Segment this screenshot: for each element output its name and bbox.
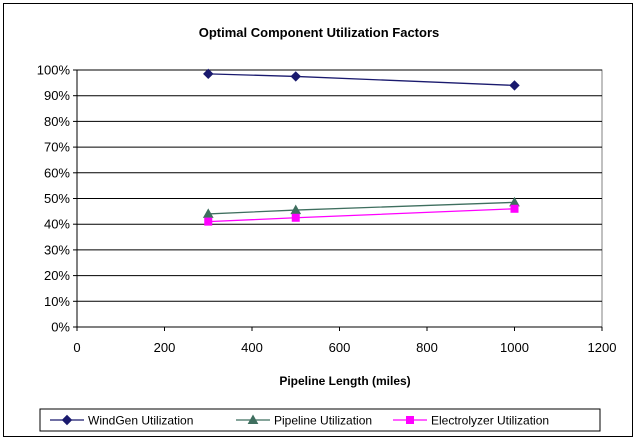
y-tick-label: 80% <box>44 114 70 129</box>
legend-marker <box>247 414 259 424</box>
y-tick-label: 60% <box>44 165 70 180</box>
x-tick-label: 800 <box>416 340 438 355</box>
axes <box>73 69 603 331</box>
legend-marker <box>406 416 414 424</box>
x-axis-label: Pipeline Length (miles) <box>279 374 410 388</box>
chart-title: Optimal Component Utilization Factors <box>199 25 440 40</box>
data-point <box>510 204 519 213</box>
y-tick-label: 100% <box>37 63 71 78</box>
x-tick-label: 400 <box>241 340 263 355</box>
x-tick-label: 200 <box>154 340 176 355</box>
legend-marker <box>61 414 73 426</box>
data-point <box>203 68 214 80</box>
y-tick-label: 90% <box>44 88 70 103</box>
data-point <box>509 80 520 91</box>
x-tick-label: 0 <box>73 340 80 355</box>
y-tick-label: 20% <box>44 268 70 283</box>
x-tick-label: 600 <box>329 340 351 355</box>
data-point <box>291 213 300 222</box>
legend-entry: Electrolyzer Utilization <box>393 414 549 428</box>
series-2 <box>204 204 519 226</box>
y-tick-label: 10% <box>44 294 70 309</box>
y-tick-label: 30% <box>44 242 70 257</box>
data-point <box>204 217 213 226</box>
legend-entry: WindGen Utilization <box>50 414 193 428</box>
data-point <box>290 71 301 82</box>
legend-box <box>39 408 601 432</box>
y-tick-label: 0% <box>51 320 70 335</box>
series-layer <box>202 68 520 226</box>
x-tick-label: 1200 <box>588 340 617 355</box>
chart-svg: Optimal Component Utilization Factors 0%… <box>37 25 617 432</box>
gridlines <box>77 69 602 302</box>
x-tick-label: 1000 <box>500 340 529 355</box>
y-tick-label: 70% <box>44 140 70 155</box>
data-point <box>290 204 302 215</box>
legend-label: Electrolyzer Utilization <box>431 414 549 428</box>
legend: WindGen Utilization Pipeline Utilization E… <box>39 408 601 432</box>
y-tick-label: 50% <box>44 191 70 206</box>
series-1 <box>202 196 520 218</box>
data-point <box>202 208 214 218</box>
chart-frame: Optimal Component Utilization Factors 0%… <box>3 3 633 437</box>
legend-entry: Pipeline Utilization <box>236 414 372 428</box>
series-0 <box>203 68 520 91</box>
y-tick-label: 40% <box>44 217 70 232</box>
tick-labels: 0% 10% 20% 30% 40% 50% 60% 70% 80% 90% 100% 0 200 400… <box>37 63 617 356</box>
legend-label: WindGen Utilization <box>88 414 193 428</box>
legend-label: Pipeline Utilization <box>274 414 372 428</box>
